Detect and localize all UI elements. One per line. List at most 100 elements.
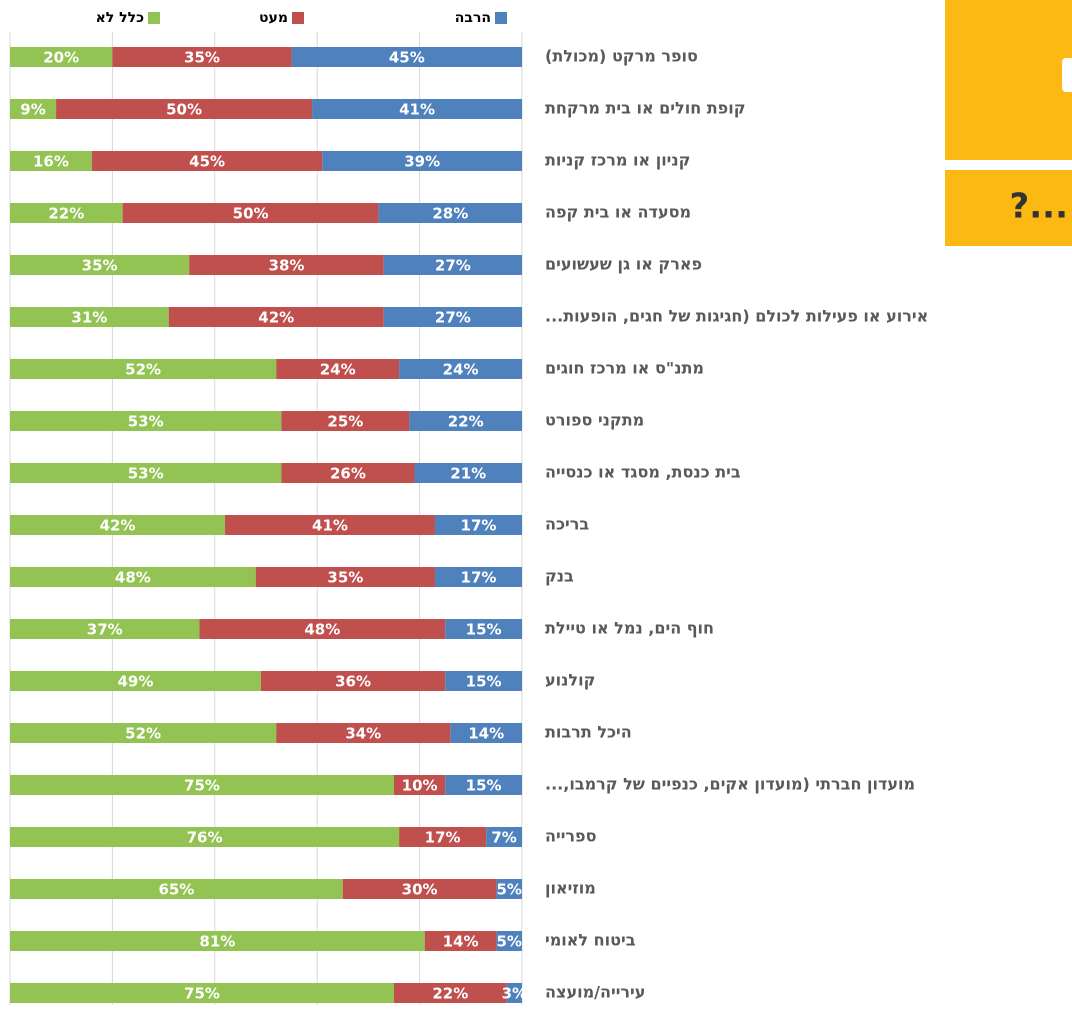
bar-segment <box>378 203 522 223</box>
legend-label: כלל לא <box>96 10 144 26</box>
bar-segment <box>496 931 522 951</box>
value-label: 15% <box>466 673 502 691</box>
value-label: 48% <box>115 569 151 587</box>
category-label: חוף הים, נמל או טיילת <box>545 619 714 638</box>
value-label: 27% <box>435 309 471 327</box>
value-label: 24% <box>320 361 356 379</box>
bar-segment <box>281 463 415 483</box>
value-label: 53% <box>128 413 164 431</box>
bar-segment <box>225 515 435 535</box>
value-label: 42% <box>258 309 294 327</box>
value-label: 24% <box>443 361 479 379</box>
category-label: מסעדה או בית קפה <box>545 203 691 222</box>
value-label: 65% <box>158 881 194 899</box>
value-label: 10% <box>402 777 438 795</box>
bar-segment <box>434 515 522 535</box>
category-label: מתנ"ס או מרכז חוגים <box>545 359 704 378</box>
bar-segment <box>486 827 522 847</box>
value-label: 49% <box>117 673 153 691</box>
value-label: 22% <box>48 205 84 223</box>
value-label: 52% <box>125 725 161 743</box>
value-label: 5% <box>496 881 521 899</box>
bar-segment <box>291 47 522 67</box>
bar-segment <box>10 255 190 275</box>
bar-segment <box>10 203 123 223</box>
bar-segment <box>383 255 522 275</box>
category-label: פארק או גן שעשועים <box>545 255 702 274</box>
bar-segment <box>399 359 522 379</box>
bar-segment <box>276 723 451 743</box>
bar-segment <box>10 671 261 691</box>
category-label: מתקני ספורט <box>545 411 644 430</box>
bar-segment <box>394 775 446 795</box>
category-label: היכל תרבות <box>545 723 632 742</box>
bar-segment <box>168 307 384 327</box>
bar-segment <box>260 671 446 691</box>
category-label: קניון או מרכז קניות <box>545 151 690 170</box>
value-label: 20% <box>43 49 79 67</box>
category-label: עירייה/מועצה <box>545 983 645 1002</box>
value-label: 41% <box>312 517 348 535</box>
value-label: 22% <box>432 985 468 1003</box>
value-label: 14% <box>443 933 479 951</box>
value-label: 5% <box>496 933 521 951</box>
bar-segment <box>10 359 277 379</box>
legend-swatch <box>148 12 160 24</box>
category-label: בריכה <box>545 515 589 534</box>
value-label: 37% <box>87 621 123 639</box>
side-panel-bottom <box>945 170 1072 246</box>
value-label: 53% <box>128 465 164 483</box>
side-panel-inset <box>1062 58 1072 92</box>
value-label: 45% <box>389 49 425 67</box>
bar-segment <box>112 47 292 67</box>
bar-segment <box>10 775 394 795</box>
bar-segment <box>445 671 522 691</box>
bar-segment <box>394 983 507 1003</box>
bar-segment <box>56 99 313 119</box>
value-label: 3% <box>502 985 527 1003</box>
value-label: 30% <box>402 881 438 899</box>
value-label: 17% <box>461 517 497 535</box>
bar-segment <box>10 411 282 431</box>
bar-segment <box>342 879 497 899</box>
value-label: 31% <box>71 309 107 327</box>
bar-segment <box>122 203 379 223</box>
value-label: 75% <box>184 777 220 795</box>
value-label: 50% <box>233 205 269 223</box>
category-label: ביטוח לאומי <box>545 931 636 950</box>
value-label: 48% <box>304 621 340 639</box>
value-label: 36% <box>335 673 371 691</box>
bar-segment <box>10 151 92 171</box>
bar-segment <box>450 723 522 743</box>
bar-segment <box>496 879 522 899</box>
category-label: ספרייה <box>545 827 596 846</box>
bar-segment <box>199 619 446 639</box>
category-label: אירוע או פעילות לכולם (חגיגות של חגים, ה… <box>545 307 928 326</box>
bar-segment <box>281 411 410 431</box>
value-label: 34% <box>345 725 381 743</box>
value-label: 52% <box>125 361 161 379</box>
bar-segment <box>10 567 256 587</box>
bar-segment <box>312 99 522 119</box>
value-label: 16% <box>33 153 69 171</box>
value-label: 9% <box>20 101 45 119</box>
bar-segment <box>255 567 435 587</box>
category-label: בנק <box>545 567 574 586</box>
value-label: 15% <box>466 777 502 795</box>
bar-segment <box>399 827 487 847</box>
bar-segment <box>322 151 522 171</box>
bar-segment <box>10 983 394 1003</box>
value-label: 45% <box>189 153 225 171</box>
category-label: קולנוע <box>545 671 595 690</box>
bar-segment <box>91 151 323 171</box>
value-label: 38% <box>269 257 305 275</box>
value-label: 41% <box>399 101 435 119</box>
bar-segment <box>189 255 384 275</box>
value-label: 75% <box>184 985 220 1003</box>
value-label: 81% <box>199 933 235 951</box>
bar-segment <box>409 411 522 431</box>
value-label: 76% <box>187 829 223 847</box>
category-label: סופר מרקט (מכולת) <box>545 47 698 66</box>
value-label: 25% <box>327 413 363 431</box>
